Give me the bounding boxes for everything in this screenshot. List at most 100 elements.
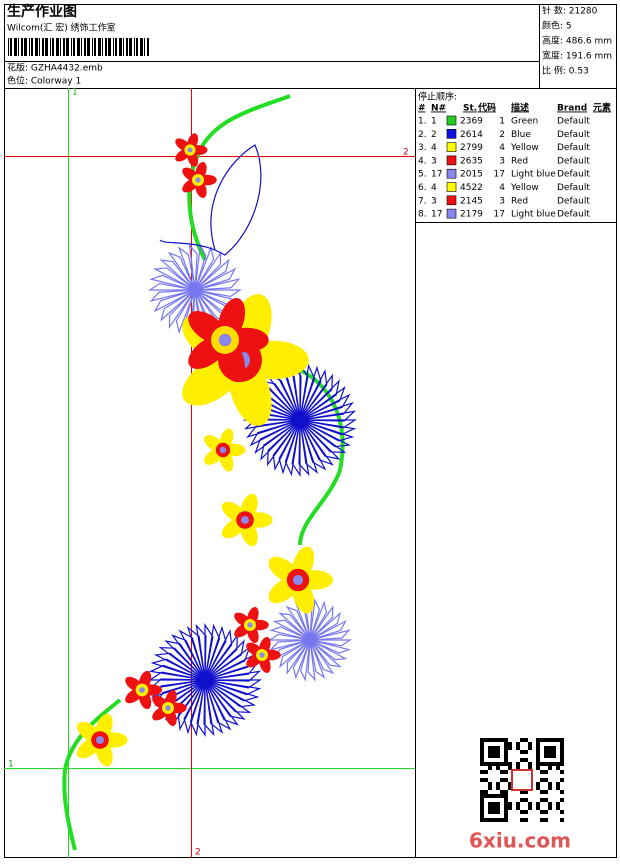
petal [309, 605, 334, 641]
bar [126, 38, 128, 56]
petal [159, 259, 196, 291]
needle: 4 [431, 143, 437, 153]
code: 3 [499, 156, 505, 166]
column-header: # [418, 104, 426, 114]
qr-cell [492, 750, 496, 754]
qr-cell [496, 762, 500, 766]
bar [14, 38, 17, 56]
qr-cell [500, 794, 504, 798]
row-index: 8. [418, 210, 427, 220]
column-header: Brand [557, 104, 587, 114]
qr-cell [524, 750, 528, 754]
embroidery-design [76, 133, 357, 767]
row-index: 3. [418, 143, 427, 153]
petal [307, 639, 316, 682]
color-swatch [446, 168, 457, 179]
row-index: 5. [418, 170, 427, 180]
qr-cell [524, 758, 528, 762]
qr-cell [560, 746, 564, 750]
qr-cell [504, 754, 508, 758]
qr-cell [544, 798, 548, 802]
bar [98, 38, 101, 56]
qr-cell [504, 778, 508, 782]
needle: 4 [431, 183, 437, 193]
qr-cell [488, 738, 492, 742]
qr-cell [544, 818, 548, 822]
qr-cell [536, 746, 540, 750]
qr-cell [548, 738, 552, 742]
qr-cell [536, 750, 540, 754]
info-item: 颜色: 5 [542, 20, 572, 32]
qr-cell [556, 738, 560, 742]
petal [269, 639, 311, 651]
petal [160, 289, 196, 322]
qr-cell [496, 794, 500, 798]
petal [292, 639, 311, 680]
petal [194, 243, 207, 291]
qr-cell [560, 770, 564, 774]
qr-cell [536, 786, 540, 790]
qr-cell [504, 758, 508, 762]
qr-cell [560, 738, 564, 742]
bar [18, 38, 19, 56]
qr-cell [552, 746, 556, 750]
qr-cell [508, 762, 512, 766]
qr-cell [500, 738, 504, 742]
qr-cell [480, 738, 484, 742]
qr-cell [536, 766, 540, 770]
needle: 3 [431, 196, 437, 206]
petal [188, 243, 198, 291]
qr-cell [496, 738, 500, 742]
qr-cell [492, 754, 496, 758]
qr-cell [488, 762, 492, 766]
qr-cell [480, 818, 484, 822]
qr-cell [540, 810, 544, 814]
qr-cell [500, 790, 504, 794]
row-index: 1. [418, 117, 427, 127]
qr-cell [496, 810, 500, 814]
petal [309, 639, 335, 675]
qr-cell [556, 766, 560, 770]
center [241, 516, 249, 524]
stitches: 2799 [460, 143, 483, 153]
column-header: 元素 [593, 102, 611, 114]
qr-cell [548, 782, 552, 786]
code: 4 [499, 183, 505, 193]
description: Green [511, 117, 538, 127]
qr-cell [480, 794, 484, 798]
qr-cell [504, 798, 508, 802]
info-item: 宽度: 191.6 mm [542, 50, 612, 62]
qr-cell [508, 766, 512, 770]
bar [119, 38, 122, 56]
row-index: 2. [418, 130, 427, 140]
stitches: 2369 [460, 117, 483, 127]
qr-cell [504, 762, 508, 766]
qr-cell [480, 802, 484, 806]
title: 生产作业图 [7, 3, 77, 20]
qr-cell [536, 738, 540, 742]
petal [194, 278, 241, 291]
qr-cell [504, 814, 508, 818]
qr-cell [528, 766, 532, 770]
qr-cell [480, 810, 484, 814]
petal [204, 670, 262, 682]
qr-cell [484, 778, 488, 782]
brand: Default [557, 210, 590, 220]
petal [309, 639, 351, 654]
qr-cell [544, 762, 548, 766]
qr-cell [496, 754, 500, 758]
description: Red [511, 156, 528, 166]
bar [35, 38, 38, 56]
bar [52, 38, 54, 56]
color-swatch [446, 155, 457, 166]
petal [309, 598, 321, 641]
qr-cell [536, 742, 540, 746]
guide-label: 1 [72, 88, 78, 98]
stops-title: 停止顺序: [418, 91, 457, 103]
row-index: 6. [418, 183, 427, 193]
description: Yellow [510, 183, 539, 193]
stitches: 2635 [460, 156, 483, 166]
guide-label: 2 [403, 148, 409, 158]
qr-cell [560, 798, 564, 802]
petal [309, 619, 347, 641]
